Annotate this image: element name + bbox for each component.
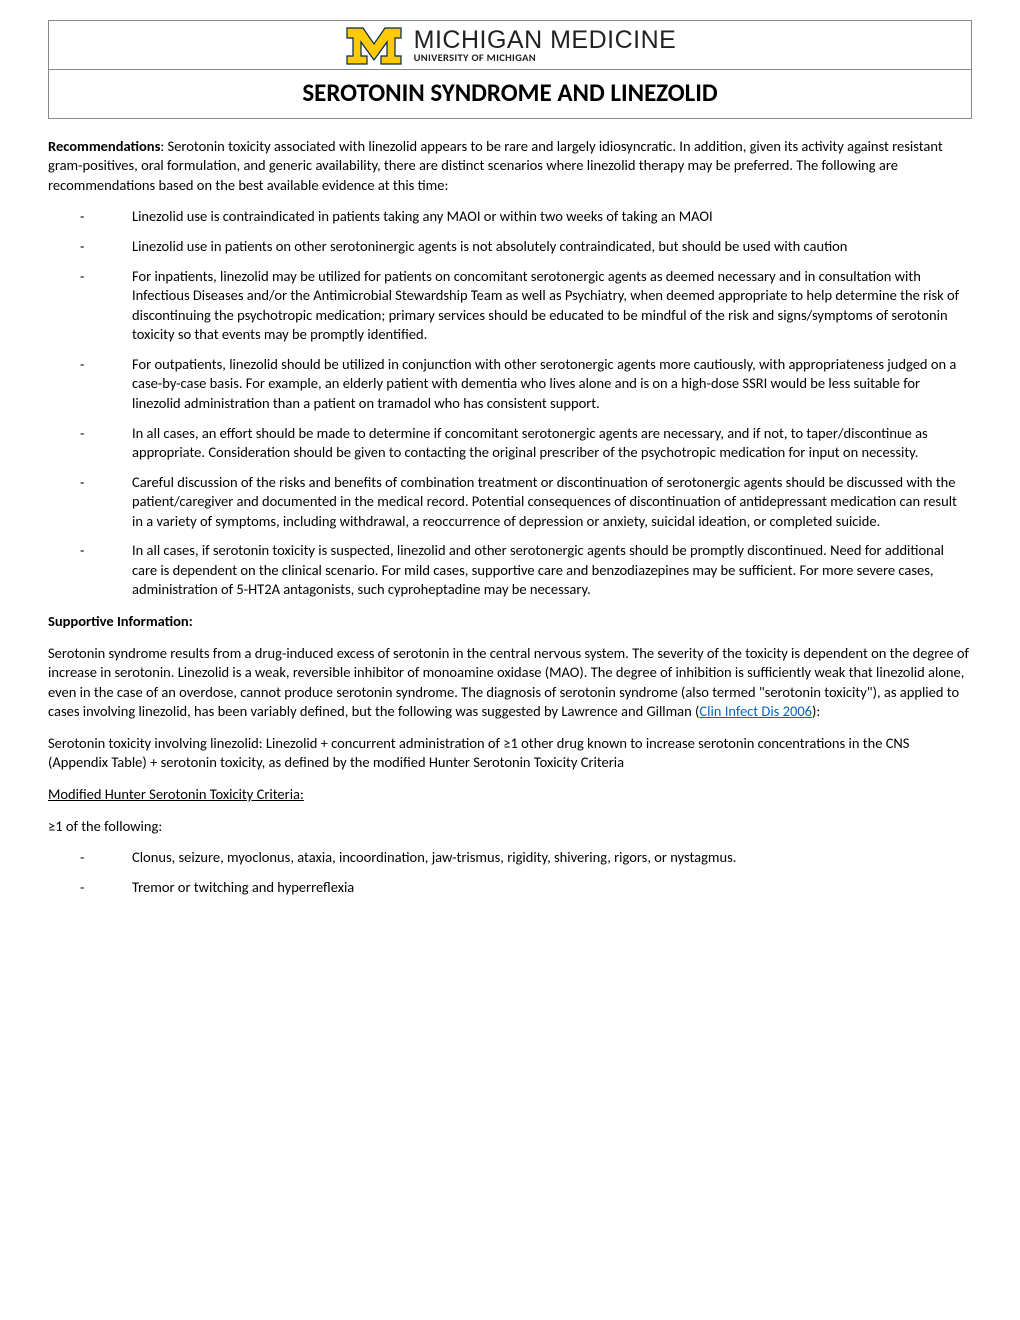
criteria-header: Modified Hunter Serotonin Toxicity Crite… (48, 785, 972, 805)
logo-row: MICHIGAN MEDICINE UNIVERSITY OF MICHIGAN (49, 21, 971, 70)
logo-sub-text: UNIVERSITY OF MICHIGAN (414, 53, 677, 64)
recommendations-list: Linezolid use is contraindicated in pati… (48, 207, 972, 600)
recommendation-item: Linezolid use is contraindicated in pati… (132, 207, 972, 227)
title-row: SEROTONIN SYNDROME AND LINEZOLID (49, 70, 971, 118)
criteria-item: Tremor or twitching and hyperreflexia (132, 878, 972, 898)
criteria-list: Clonus, seizure, myoclonus, ataxia, inco… (48, 848, 972, 897)
supportive-para1-pre: Serotonin syndrome results from a drug-i… (48, 644, 969, 721)
supportive-para1-post: ): (812, 702, 820, 720)
body-content: Recommendations: Serotonin toxicity asso… (48, 137, 972, 897)
logo-main-text: MICHIGAN MEDICINE (414, 28, 677, 53)
recommendation-item: For outpatients, linezolid should be uti… (132, 355, 972, 414)
michigan-m-logo-icon (344, 25, 404, 67)
header-box: MICHIGAN MEDICINE UNIVERSITY OF MICHIGAN… (48, 20, 972, 119)
recommendations-intro-text: : Serotonin toxicity associated with lin… (48, 137, 943, 194)
recommendations-intro: Recommendations: Serotonin toxicity asso… (48, 137, 972, 196)
recommendation-item: In all cases, if serotonin toxicity is s… (132, 541, 972, 600)
recommendation-item: Linezolid use in patients on other serot… (132, 237, 972, 257)
recommendation-item: In all cases, an effort should be made t… (132, 424, 972, 463)
document-title: SEROTONIN SYNDROME AND LINEZOLID (302, 77, 717, 108)
supportive-header: Supportive Information: (48, 612, 972, 632)
supportive-para1: Serotonin syndrome results from a drug-i… (48, 644, 972, 722)
supportive-para2: Serotonin toxicity involving linezolid: … (48, 734, 972, 773)
recommendations-label: Recommendations (48, 137, 160, 155)
criteria-intro: ≥1 of the following: (48, 817, 972, 837)
criteria-item: Clonus, seizure, myoclonus, ataxia, inco… (132, 848, 972, 868)
recommendation-item: Careful discussion of the risks and bene… (132, 473, 972, 532)
logo-text: MICHIGAN MEDICINE UNIVERSITY OF MICHIGAN (414, 28, 677, 64)
citation-link[interactable]: Clin Infect Dis 2006 (699, 702, 812, 720)
recommendation-item: For inpatients, linezolid may be utilize… (132, 267, 972, 345)
